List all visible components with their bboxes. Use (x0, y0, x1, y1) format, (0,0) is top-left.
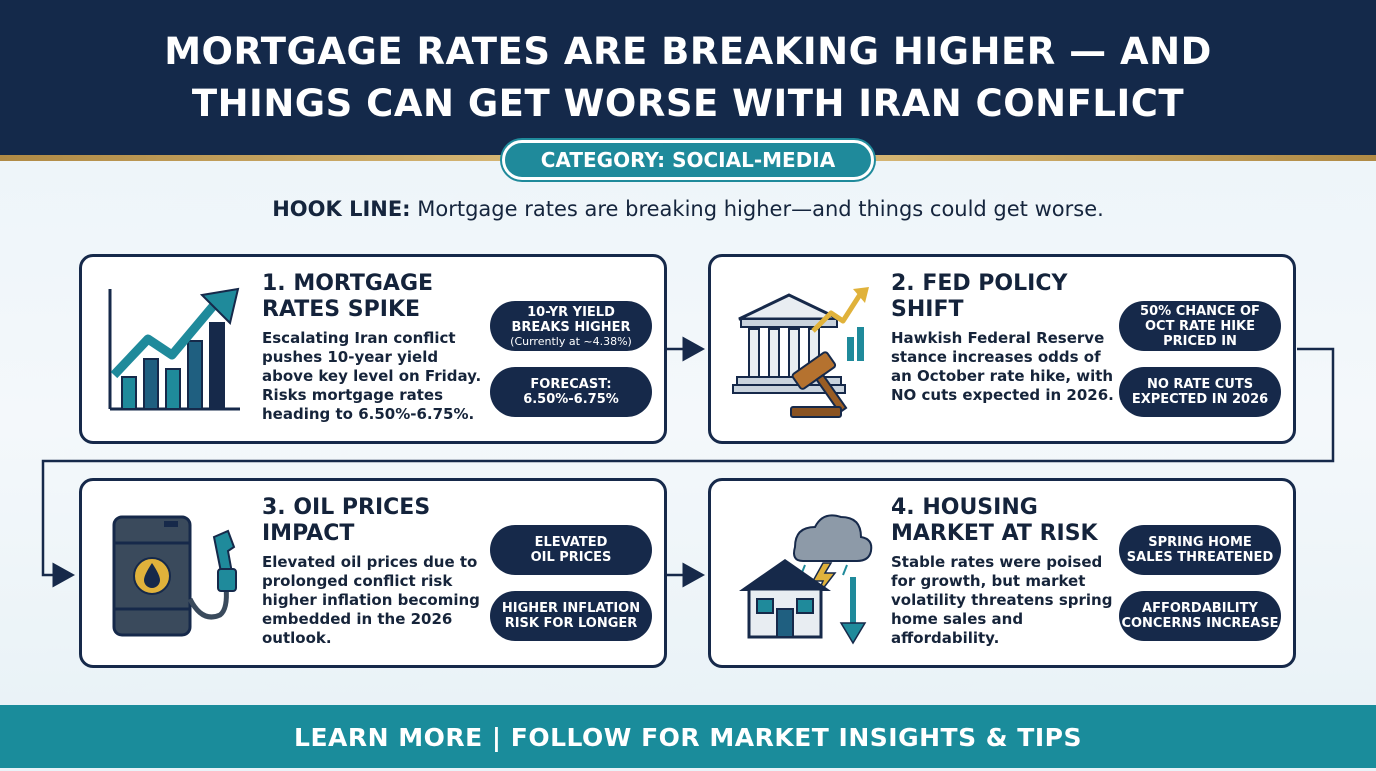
card-description: Stable rates were poised for growth, but… (891, 553, 1113, 647)
page-title: MORTGAGE RATES ARE BREAKING HIGHER — AND… (0, 26, 1376, 130)
oil-barrel-pump-icon (102, 503, 252, 648)
hook-line: HOOK LINE: Mortgage rates are breaking h… (0, 197, 1376, 221)
forecast-pill: FORECAST: 6.50%-6.75% (490, 367, 652, 417)
rising-chart-icon (102, 279, 252, 424)
rate-hike-pill: 50% CHANCE OF OCT RATE HIKE PRICED IN (1119, 301, 1281, 351)
federal-building-gavel-icon (731, 279, 881, 424)
elevated-oil-pill: ELEVATED OIL PRICES (490, 525, 652, 575)
pill-line: SALES THREATENED (1126, 550, 1274, 565)
affordability-pill: AFFORDABILITY CONCERNS INCREASE (1119, 591, 1281, 641)
footer-cta[interactable]: LEARN MORE | FOLLOW FOR MARKET INSIGHTS … (0, 705, 1376, 768)
spring-sales-pill: SPRING HOME SALES THREATENED (1119, 525, 1281, 575)
card-description: Escalating Iran conflict pushes 10-year … (262, 329, 482, 423)
hook-text: Mortgage rates are breaking higher—and t… (410, 197, 1104, 221)
pill-line: 6.50%-6.75% (523, 392, 619, 407)
pill-line: HIGHER INFLATION (501, 601, 641, 616)
pill-line: SPRING HOME (1148, 535, 1252, 550)
pill-subtext: (Currently at ~4.38%) (510, 334, 632, 348)
pill-line: PRICED IN (1163, 333, 1237, 349)
pill-line: AFFORDABILITY (1142, 601, 1258, 616)
pill-line: 50% CHANCE OF (1140, 303, 1260, 319)
pill-line: RISK FOR LONGER (504, 616, 638, 631)
pill-line: BREAKS HIGHER (511, 319, 631, 335)
header-banner (0, 0, 1376, 157)
inflation-risk-pill: HIGHER INFLATION RISK FOR LONGER (490, 591, 652, 641)
house-storm-icon (731, 503, 881, 648)
pill-line: 10-YR YIELD (527, 304, 615, 320)
title-line-1: MORTGAGE RATES ARE BREAKING HIGHER — AND (164, 30, 1212, 73)
pill-line: EXPECTED IN 2026 (1131, 392, 1269, 407)
pill-line: OCT RATE HIKE (1145, 318, 1255, 334)
yield-pill: 10-YR YIELD BREAKS HIGHER (Currently at … (490, 301, 652, 351)
pill-line: OIL PRICES (530, 550, 612, 565)
pill-line: CONCERNS INCREASE (1121, 616, 1279, 631)
pill-line: FORECAST: (530, 377, 612, 392)
card-mortgage-rates: 1. MORTGAGE RATES SPIKE Escalating Iran … (79, 254, 667, 444)
title-line-2: THINGS CAN GET WORSE WITH IRAN CONFLICT (191, 82, 1185, 125)
card-description: Hawkish Federal Reserve stance increases… (891, 329, 1114, 404)
card-title: 4. HOUSING MARKET AT RISK (891, 495, 1098, 546)
card-housing-market: 4. HOUSING MARKET AT RISK Stable rates w… (708, 478, 1296, 668)
category-badge: CATEGORY: SOCIAL-MEDIA (502, 140, 874, 180)
no-cuts-pill: NO RATE CUTS EXPECTED IN 2026 (1119, 367, 1281, 417)
pill-line: NO RATE CUTS (1146, 377, 1254, 392)
card-title: 1. MORTGAGE RATES SPIKE (262, 271, 434, 322)
card-description: Elevated oil prices due to prolonged con… (262, 553, 480, 647)
pill-line: ELEVATED (534, 535, 608, 550)
card-oil-prices: 3. OIL PRICES IMPACT Elevated oil prices… (79, 478, 667, 668)
card-title: 2. FED POLICY SHIFT (891, 271, 1068, 322)
hook-label: HOOK LINE: (272, 197, 411, 221)
card-title: 3. OIL PRICES IMPACT (262, 495, 431, 546)
card-fed-policy: 2. FED POLICY SHIFT Hawkish Federal Rese… (708, 254, 1296, 444)
